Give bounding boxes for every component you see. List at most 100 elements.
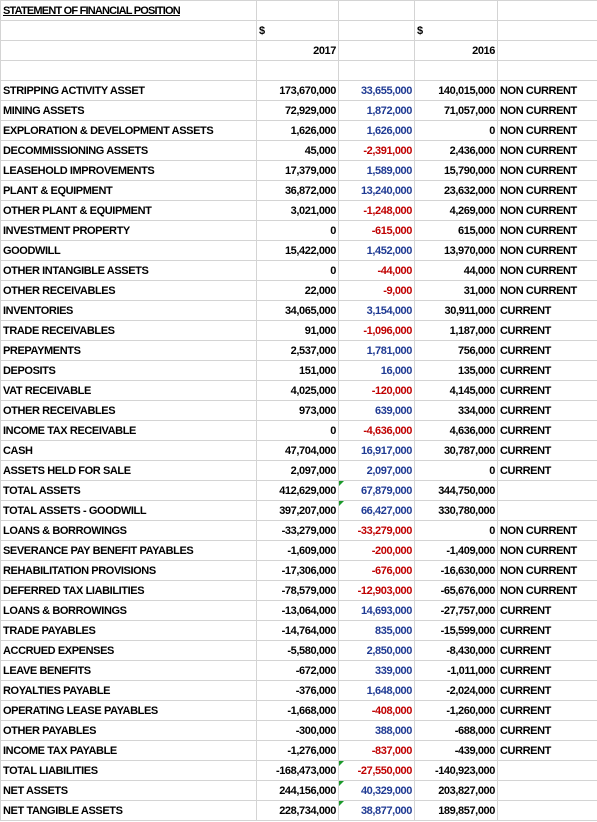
classification: CURRENT bbox=[497, 400, 597, 421]
value-2017: 412,629,000 bbox=[256, 480, 339, 501]
line-item: PREPAYMENTS bbox=[0, 340, 257, 361]
classification: NON CURRENT bbox=[497, 100, 597, 121]
data-row: PLANT & EQUIPMENT 36,872,000 13,240,000 23,… bbox=[0, 180, 597, 201]
line-item: OTHER RECEIVABLES bbox=[0, 280, 257, 301]
line-item: TOTAL ASSETS bbox=[0, 480, 257, 501]
line-item: DECOMMISSIONING ASSETS bbox=[0, 140, 257, 161]
data-row: OTHER PLANT & EQUIPMENT 3,021,000 -1,248,0… bbox=[0, 200, 597, 221]
data-row: TOTAL ASSETS - GOODWILL 397,207,000 66,427… bbox=[0, 500, 597, 521]
classification: NON CURRENT bbox=[497, 560, 597, 581]
value-2016: -2,024,000 bbox=[414, 680, 498, 701]
line-item: LEASEHOLD IMPROVEMENTS bbox=[0, 160, 257, 181]
data-row: LEASEHOLD IMPROVEMENTS 17,379,000 1,589,00… bbox=[0, 160, 597, 181]
data-row: INCOME TAX RECEIVABLE 0 -4,636,000 4,636,00… bbox=[0, 420, 597, 441]
change: -615,000 bbox=[338, 220, 415, 241]
classification: NON CURRENT bbox=[497, 160, 597, 181]
value-2016: 30,911,000 bbox=[414, 300, 498, 321]
change: -27,550,000 bbox=[338, 760, 415, 781]
change: 1,589,000 bbox=[338, 160, 415, 181]
line-item: STRIPPING ACTIVITY ASSET bbox=[0, 80, 257, 101]
data-row: CASH 47,704,000 16,917,000 30,787,000 CURREN… bbox=[0, 440, 597, 461]
classification: CURRENT bbox=[497, 640, 597, 661]
value-2016: 334,000 bbox=[414, 400, 498, 421]
line-item: MINING ASSETS bbox=[0, 100, 257, 121]
value-2017: 17,379,000 bbox=[256, 160, 339, 181]
change: 33,655,000 bbox=[338, 80, 415, 101]
value-2016: 15,790,000 bbox=[414, 160, 498, 181]
change: -676,000 bbox=[338, 560, 415, 581]
change: -408,000 bbox=[338, 700, 415, 721]
title-row: STATEMENT OF FINANCIAL POSITION bbox=[0, 0, 597, 21]
data-row: NET ASSETS 244,156,000 40,329,000 203,827,0… bbox=[0, 780, 597, 801]
line-item: ROYALTIES PAYABLE bbox=[0, 680, 257, 701]
classification: CURRENT bbox=[497, 360, 597, 381]
change: -12,903,000 bbox=[338, 580, 415, 601]
change: -2,391,000 bbox=[338, 140, 415, 161]
line-item: CASH bbox=[0, 440, 257, 461]
change: 1,781,000 bbox=[338, 340, 415, 361]
value-2017: 0 bbox=[256, 260, 339, 281]
change: 1,626,000 bbox=[338, 120, 415, 141]
value-2017: 34,065,000 bbox=[256, 300, 339, 321]
data-row: VAT RECEIVABLE 4,025,000 -120,000 4,145,000… bbox=[0, 380, 597, 401]
classification: NON CURRENT bbox=[497, 540, 597, 561]
value-2017: 228,734,000 bbox=[256, 800, 339, 821]
classification: NON CURRENT bbox=[497, 580, 597, 601]
line-item: ACCRUED EXPENSES bbox=[0, 640, 257, 661]
value-2017: 2,097,000 bbox=[256, 460, 339, 481]
data-row: ASSETS HELD FOR SALE 2,097,000 2,097,000 0 C… bbox=[0, 460, 597, 481]
classification: NON CURRENT bbox=[497, 200, 597, 221]
value-2016: -15,599,000 bbox=[414, 620, 498, 641]
line-item: OTHER PLANT & EQUIPMENT bbox=[0, 200, 257, 221]
data-row: SEVERANCE PAY BENEFIT PAYABLES -1,609,000… bbox=[0, 540, 597, 561]
value-2016: 189,857,000 bbox=[414, 800, 498, 821]
line-item: NET ASSETS bbox=[0, 780, 257, 801]
currency: $ bbox=[414, 20, 498, 41]
data-row: TOTAL LIABILITIES -168,473,000 -27,550,000… bbox=[0, 760, 597, 781]
classification: CURRENT bbox=[497, 700, 597, 721]
change: 1,648,000 bbox=[338, 680, 415, 701]
value-2016: 71,057,000 bbox=[414, 100, 498, 121]
value-2017: -672,000 bbox=[256, 660, 339, 681]
value-2017: 973,000 bbox=[256, 400, 339, 421]
change: 388,000 bbox=[338, 720, 415, 741]
data-row: OPERATING LEASE PAYABLES -1,668,000 -408,0… bbox=[0, 700, 597, 721]
classification: CURRENT bbox=[497, 380, 597, 401]
line-item: INVESTMENT PROPERTY bbox=[0, 220, 257, 241]
classification: CURRENT bbox=[497, 340, 597, 361]
change: 67,879,000 bbox=[338, 480, 415, 501]
line-item: LEAVE BENEFITS bbox=[0, 660, 257, 681]
line-item: INCOME TAX RECEIVABLE bbox=[0, 420, 257, 441]
change: 639,000 bbox=[338, 400, 415, 421]
value-2017: 244,156,000 bbox=[256, 780, 339, 801]
classification: NON CURRENT bbox=[497, 520, 597, 541]
change: 40,329,000 bbox=[338, 780, 415, 801]
data-row: INCOME TAX PAYABLE -1,276,000 -837,000 -439… bbox=[0, 740, 597, 761]
classification: NON CURRENT bbox=[497, 220, 597, 241]
change: 66,427,000 bbox=[338, 500, 415, 521]
value-2017: -1,276,000 bbox=[256, 740, 339, 761]
value-2016: 1,187,000 bbox=[414, 320, 498, 341]
currency: $ bbox=[256, 20, 339, 41]
classification: CURRENT bbox=[497, 320, 597, 341]
value-2017: -300,000 bbox=[256, 720, 339, 741]
value-2017: 397,207,000 bbox=[256, 500, 339, 521]
value-2016: -16,630,000 bbox=[414, 560, 498, 581]
change: 1,452,000 bbox=[338, 240, 415, 261]
classification: CURRENT bbox=[497, 440, 597, 461]
change: -1,248,000 bbox=[338, 200, 415, 221]
value-2016: 13,970,000 bbox=[414, 240, 498, 261]
value-2017: 22,000 bbox=[256, 280, 339, 301]
classification: CURRENT bbox=[497, 740, 597, 761]
value-2017: -14,764,000 bbox=[256, 620, 339, 641]
value-2017: 4,025,000 bbox=[256, 380, 339, 401]
change: -44,000 bbox=[338, 260, 415, 281]
data-row: TRADE PAYABLES -14,764,000 835,000 -15,599,… bbox=[0, 620, 597, 641]
line-item: PLANT & EQUIPMENT bbox=[0, 180, 257, 201]
data-row: LOANS & BORROWINGS -13,064,000 14,693,000-… bbox=[0, 600, 597, 621]
value-2016: 330,780,000 bbox=[414, 500, 498, 521]
year: 2016 bbox=[414, 40, 498, 61]
classification: CURRENT bbox=[497, 620, 597, 641]
change: 339,000 bbox=[338, 660, 415, 681]
data-row: TOTAL ASSETS 412,629,000 67,879,000 344,750… bbox=[0, 480, 597, 501]
